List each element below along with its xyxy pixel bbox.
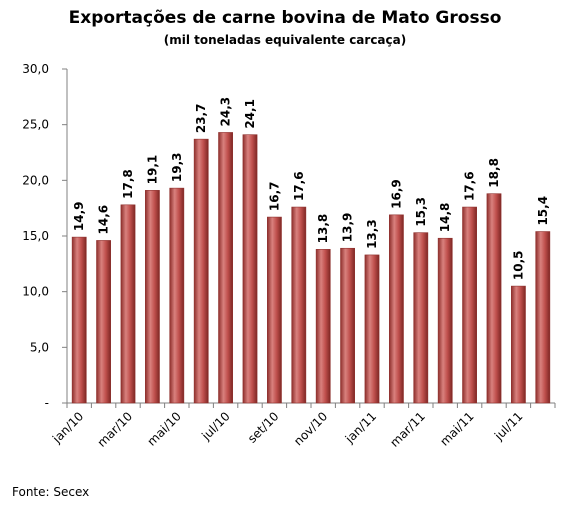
x-tick-label: jan/11: [342, 409, 379, 446]
data-label: 23,7: [194, 104, 208, 134]
data-label: 15,3: [414, 197, 428, 227]
bar: [71, 236, 87, 404]
y-tick-label: -: [45, 396, 49, 410]
x-tick-label: jan/10: [49, 409, 86, 446]
bar: [242, 134, 258, 404]
bar: [218, 132, 233, 404]
chart-subtitle: (mil toneladas equivalente carcaça): [163, 33, 407, 47]
x-tick-label: jul/10: [198, 409, 232, 443]
data-label: 18,8: [487, 158, 501, 188]
data-label: 14,6: [97, 205, 111, 235]
data-label: 19,1: [145, 155, 159, 185]
data-label: 13,8: [316, 214, 330, 244]
bar: [535, 231, 551, 404]
y-tick-label: 25,0: [22, 118, 49, 132]
bar: [145, 190, 160, 404]
bar: [193, 138, 209, 404]
bar: [267, 216, 282, 404]
source-note: Fonte: Secex: [12, 485, 90, 499]
x-tick-label: set/10: [245, 409, 282, 446]
bar: [364, 254, 380, 404]
chart-title: Exportações de carne bovina de Mato Gros…: [68, 8, 502, 28]
bar: [169, 187, 185, 404]
x-tick-label: mar/11: [387, 409, 428, 450]
bar: [120, 204, 136, 404]
data-label: 14,9: [72, 202, 86, 232]
y-tick-label: 15,0: [22, 229, 49, 243]
bar: [462, 206, 477, 404]
bar: [389, 214, 404, 404]
data-label: 15,4: [536, 196, 550, 226]
data-label: 17,6: [463, 171, 477, 201]
y-tick-label: 5,0: [30, 340, 49, 354]
x-tick-label: jul/11: [491, 409, 525, 443]
bar: [486, 193, 502, 404]
data-label: 13,9: [341, 213, 355, 243]
x-tick-label: nov/10: [291, 409, 330, 448]
data-label: 14,8: [438, 203, 452, 233]
data-label: 17,6: [292, 171, 306, 201]
x-tick-label: mai/11: [437, 409, 476, 448]
bar: [96, 240, 111, 404]
bar: [340, 247, 355, 404]
data-label: 24,3: [219, 97, 233, 127]
bar: [315, 249, 331, 404]
x-tick-label: mar/10: [95, 409, 136, 450]
data-label: 16,9: [389, 179, 403, 209]
x-tick-label: mai/10: [145, 409, 184, 448]
data-label: 17,8: [121, 169, 135, 199]
y-tick-label: 30,0: [22, 62, 49, 76]
bar: [511, 285, 526, 404]
data-label: 10,5: [511, 250, 525, 280]
bar: [291, 206, 307, 404]
data-label: 24,1: [243, 99, 257, 129]
data-label: 13,3: [365, 219, 379, 249]
bar: [413, 232, 429, 404]
data-label: 16,7: [267, 181, 281, 211]
y-tick-label: 10,0: [22, 285, 49, 299]
y-tick-label: 20,0: [22, 173, 49, 187]
data-label: 19,3: [170, 153, 184, 183]
bar: [437, 237, 453, 404]
